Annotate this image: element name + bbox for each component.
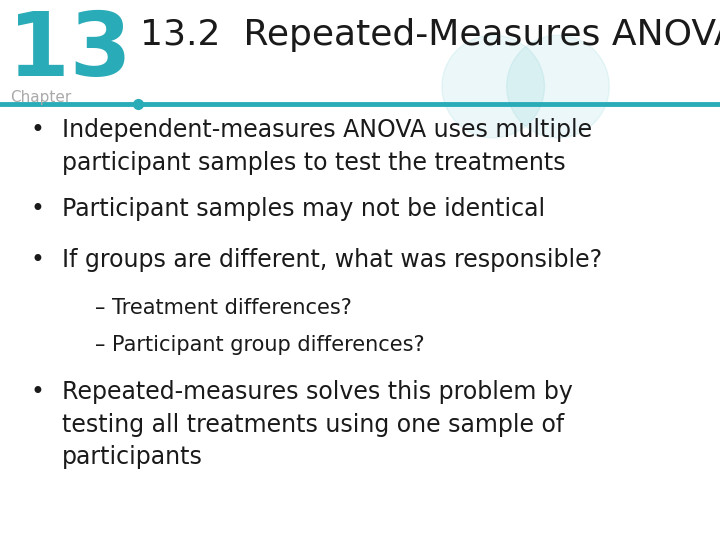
Text: Independent-measures ANOVA uses multiple
participant samples to test the treatme: Independent-measures ANOVA uses multiple… <box>62 118 592 174</box>
Text: – Participant group differences?: – Participant group differences? <box>95 335 425 355</box>
Text: Participant samples may not be identical: Participant samples may not be identical <box>62 197 545 221</box>
Text: •: • <box>30 197 44 221</box>
Text: 13.2  Repeated-Measures ANOVA: 13.2 Repeated-Measures ANOVA <box>140 18 720 52</box>
Text: Chapter: Chapter <box>10 90 71 105</box>
Text: •: • <box>30 118 44 142</box>
Text: 13: 13 <box>8 8 132 95</box>
Text: Repeated-measures solves this problem by
testing all treatments using one sample: Repeated-measures solves this problem by… <box>62 380 573 469</box>
Text: •: • <box>30 380 44 404</box>
Text: •: • <box>30 248 44 272</box>
Circle shape <box>507 35 609 138</box>
Text: – Treatment differences?: – Treatment differences? <box>95 298 352 318</box>
Circle shape <box>442 35 544 138</box>
Text: If groups are different, what was responsible?: If groups are different, what was respon… <box>62 248 602 272</box>
